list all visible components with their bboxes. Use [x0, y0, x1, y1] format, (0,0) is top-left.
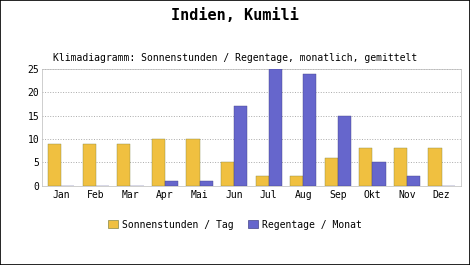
- Bar: [325, 157, 338, 186]
- Bar: [407, 176, 420, 186]
- Bar: [234, 106, 247, 186]
- Bar: [269, 69, 282, 186]
- Bar: [372, 162, 385, 186]
- Bar: [359, 148, 372, 186]
- Legend: Sonnenstunden / Tag, Regentage / Monat: Sonnenstunden / Tag, Regentage / Monat: [104, 216, 366, 234]
- Bar: [221, 162, 234, 186]
- Text: Indien, Kumili: Indien, Kumili: [171, 8, 299, 23]
- Bar: [394, 148, 407, 186]
- Bar: [83, 144, 96, 186]
- Text: Klimadiagramm: Sonnenstunden / Regentage, monatlich, gemittelt: Klimadiagramm: Sonnenstunden / Regentage…: [53, 53, 417, 63]
- Bar: [152, 139, 165, 186]
- Bar: [165, 181, 178, 186]
- Bar: [429, 148, 442, 186]
- Bar: [338, 116, 351, 186]
- Bar: [200, 181, 213, 186]
- Bar: [48, 144, 61, 186]
- Text: Copyright (C) 2010 sonnenlaender.de: Copyright (C) 2010 sonnenlaender.de: [132, 249, 338, 259]
- Bar: [303, 74, 316, 186]
- Bar: [187, 139, 200, 186]
- Bar: [290, 176, 303, 186]
- Bar: [256, 176, 269, 186]
- Bar: [118, 144, 131, 186]
